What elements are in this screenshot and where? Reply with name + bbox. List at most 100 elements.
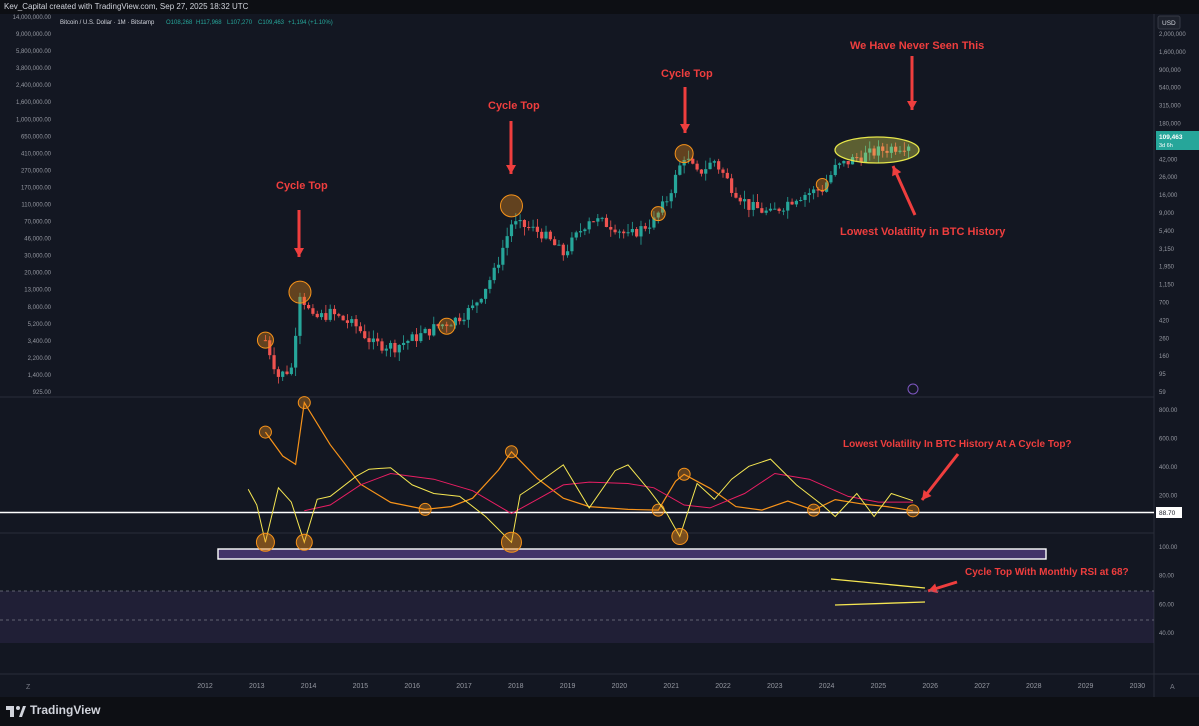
volatility-circles	[258, 396, 920, 518]
arrow-head	[922, 489, 932, 500]
candle-body	[328, 308, 332, 320]
candle-body	[462, 319, 466, 322]
candle-body	[544, 231, 548, 239]
candle-body	[458, 317, 462, 322]
currency-button[interactable]	[1157, 15, 1181, 30]
candle-body	[859, 157, 863, 163]
candle-body	[311, 308, 315, 314]
left-price-tick: 1,400.00	[28, 373, 52, 379]
left-price-tick: 925.00	[33, 390, 52, 396]
candle-body	[285, 371, 289, 375]
candle-body	[518, 220, 522, 222]
volatility-line[interactable]	[264, 400, 913, 512]
right-price-tick: 900,000	[1159, 68, 1181, 74]
candle-body	[699, 169, 704, 174]
right-price-axis[interactable]: 2,000,000 1,600,000 900,000 540,000 315,000 1…	[1159, 32, 1186, 637]
right-price-tick: 700	[1159, 301, 1170, 307]
candle-body	[730, 178, 734, 193]
candle-body	[876, 146, 880, 156]
auto-scale-icon[interactable]: A	[1170, 684, 1175, 691]
time-tick-label: 2016	[404, 683, 420, 690]
candle-body	[695, 163, 699, 170]
right-price-tick: 1,600,000	[1159, 50, 1186, 56]
time-tick-label: 2027	[974, 683, 990, 690]
rsi-band-fill	[0, 591, 1154, 643]
right-price-tick: 2,000,000	[1159, 32, 1186, 38]
rsi-circles	[255, 528, 689, 553]
time-tick-label: 2021	[663, 683, 679, 690]
candle-body	[483, 288, 488, 299]
candle-body	[738, 197, 742, 202]
symbol-legend[interactable]: Bitcoin / U.S. Dollar · 1M · Bitstamp O1…	[60, 20, 333, 26]
rsi-line[interactable]	[247, 458, 914, 544]
candle-body	[825, 182, 829, 192]
chart-svg[interactable]: Bitcoin / U.S. Dollar · 1M · Bitstamp O1…	[0, 14, 1199, 697]
candle-body	[889, 146, 893, 153]
candle-body	[527, 227, 531, 229]
candle-body	[440, 324, 445, 327]
tradingview-brand[interactable]: TradingView	[30, 703, 101, 717]
candle-body	[855, 157, 859, 159]
volatility-circle	[418, 502, 432, 516]
time-tick-label: 2029	[1078, 683, 1094, 690]
currency-label[interactable]: USD	[1162, 20, 1176, 27]
candle-body	[868, 148, 872, 153]
time-axis[interactable]: 2012 2013 2014 2015 2016 2017 2018 2019 2020 2021…	[197, 683, 1145, 690]
candle-body	[863, 152, 868, 163]
candle-body	[302, 296, 306, 305]
rsi-moving-average[interactable]	[304, 472, 913, 515]
arrow-shaft	[920, 453, 960, 501]
time-tick-label: 2023	[767, 683, 783, 690]
symbol-title[interactable]: Bitcoin / U.S. Dollar · 1M · Bitstamp	[60, 20, 155, 26]
price-highlight-circle	[674, 144, 694, 164]
candle-body	[885, 150, 889, 153]
candle-body	[803, 194, 807, 200]
arrow-head	[294, 248, 304, 257]
legend-close: C109,463	[258, 20, 285, 26]
tradingview-logo-icon[interactable]	[6, 704, 26, 718]
volatility-circle	[504, 445, 518, 459]
candle-body	[898, 150, 902, 152]
rsi-circle	[295, 533, 313, 551]
rsi-tick: 100.00	[1159, 545, 1178, 551]
arrow-head	[892, 166, 902, 177]
right-price-tick: 95	[1159, 372, 1166, 378]
candle-body	[432, 324, 436, 336]
candle-body	[319, 313, 324, 318]
candle-body	[514, 221, 518, 225]
candlestick-series[interactable]	[263, 140, 911, 384]
candle-body	[574, 232, 578, 238]
candle-body	[449, 325, 453, 327]
rsi-tick: 60.00	[1159, 602, 1175, 608]
candle-body	[768, 208, 773, 211]
left-price-tick: 410,000.00	[21, 151, 52, 157]
right-price-tick: 3,150	[1159, 247, 1175, 253]
candle-body	[367, 338, 371, 343]
rsi-circle	[500, 531, 522, 553]
candle-body	[712, 161, 716, 163]
volatility-tick: 200.00	[1159, 494, 1178, 500]
time-tick-label: 2028	[1026, 683, 1042, 690]
candle-body	[389, 342, 393, 349]
right-price-tick: 1,950	[1159, 265, 1175, 271]
candle-body	[630, 229, 634, 233]
candle-body	[747, 199, 751, 210]
candle-body	[643, 226, 647, 229]
left-price-axis[interactable]: 14,000,000.00 9,000,000.00 5,800,000.00 3,8…	[13, 15, 52, 396]
volatility-circle	[297, 396, 311, 410]
timezone-icon[interactable]: Z	[26, 684, 31, 691]
right-price-tick: 16,000	[1159, 193, 1178, 199]
left-price-tick: 5,200.00	[28, 322, 52, 328]
candle-body	[445, 324, 449, 326]
candle-body	[755, 201, 760, 209]
candle-body	[626, 232, 630, 234]
candle-body	[617, 231, 621, 233]
candle-body	[501, 247, 505, 265]
left-price-tick: 9,000,000.00	[16, 32, 52, 38]
annotation-cycle-top-2013: Cycle Top	[276, 180, 328, 192]
indicator-settings-icon[interactable]	[907, 383, 919, 395]
candle-body	[816, 189, 820, 191]
time-tick-label: 2013	[249, 683, 265, 690]
right-price-tick: 42,000	[1159, 157, 1178, 163]
time-tick-label: 2019	[560, 683, 576, 690]
